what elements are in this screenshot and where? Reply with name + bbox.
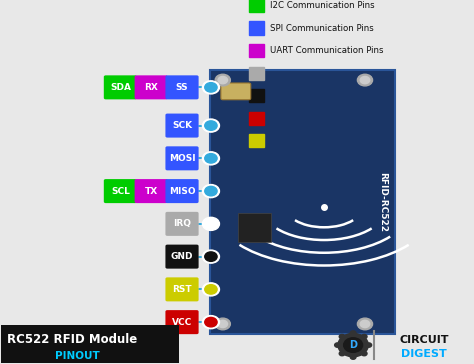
FancyBboxPatch shape [135, 75, 168, 99]
Text: MOSI: MOSI [169, 154, 195, 163]
Circle shape [339, 351, 345, 356]
Circle shape [205, 154, 217, 163]
FancyBboxPatch shape [249, 21, 264, 35]
Text: VCC: VCC [270, 114, 288, 123]
Circle shape [202, 81, 219, 94]
FancyBboxPatch shape [210, 70, 395, 334]
Text: RST: RST [172, 285, 192, 294]
Text: SDA: SDA [110, 83, 131, 92]
Text: GND: GND [171, 252, 193, 261]
Text: Reset pin: Reset pin [270, 136, 310, 145]
Circle shape [335, 343, 340, 347]
Circle shape [357, 74, 373, 86]
FancyBboxPatch shape [249, 134, 264, 147]
FancyBboxPatch shape [238, 213, 271, 242]
FancyBboxPatch shape [249, 89, 264, 102]
Text: GND: GND [270, 91, 290, 100]
FancyBboxPatch shape [104, 75, 137, 99]
Circle shape [360, 320, 370, 328]
Circle shape [357, 318, 373, 330]
Text: SCK: SCK [172, 121, 192, 130]
FancyBboxPatch shape [165, 277, 199, 301]
FancyBboxPatch shape [221, 83, 251, 100]
Text: D: D [349, 340, 357, 350]
FancyBboxPatch shape [249, 44, 264, 57]
Circle shape [205, 252, 217, 261]
FancyBboxPatch shape [165, 179, 199, 203]
Circle shape [202, 217, 219, 230]
Circle shape [202, 152, 219, 165]
Circle shape [205, 285, 217, 294]
Circle shape [202, 316, 219, 329]
Text: SPI Communication Pins: SPI Communication Pins [270, 24, 374, 32]
FancyBboxPatch shape [135, 179, 168, 203]
FancyBboxPatch shape [165, 75, 199, 99]
FancyBboxPatch shape [165, 212, 199, 236]
Circle shape [339, 335, 345, 339]
Text: DIGEST: DIGEST [401, 349, 447, 359]
FancyBboxPatch shape [1, 325, 179, 363]
Circle shape [360, 76, 370, 84]
Text: IRQ: IRQ [173, 219, 191, 228]
Circle shape [205, 317, 217, 327]
FancyBboxPatch shape [104, 179, 137, 203]
FancyBboxPatch shape [249, 112, 264, 125]
FancyBboxPatch shape [165, 245, 199, 269]
Circle shape [350, 331, 356, 335]
Circle shape [205, 186, 217, 196]
FancyBboxPatch shape [165, 146, 199, 170]
Circle shape [218, 76, 228, 84]
Text: I2C Communication Pins: I2C Communication Pins [270, 1, 374, 10]
Text: RC522 RFID Module: RC522 RFID Module [7, 333, 137, 346]
Circle shape [218, 320, 228, 328]
Circle shape [205, 83, 217, 92]
Text: SCL: SCL [111, 187, 130, 195]
FancyBboxPatch shape [165, 310, 199, 334]
Circle shape [205, 219, 217, 229]
Circle shape [202, 185, 219, 198]
Circle shape [366, 343, 372, 347]
Circle shape [202, 283, 219, 296]
Text: RFID-RC522: RFID-RC522 [379, 172, 387, 232]
Circle shape [361, 351, 367, 356]
Circle shape [344, 338, 363, 352]
Text: CIRCUIT: CIRCUIT [400, 335, 449, 345]
Circle shape [338, 333, 368, 357]
FancyBboxPatch shape [165, 114, 199, 138]
Text: PINOUT: PINOUT [55, 351, 99, 361]
Circle shape [350, 355, 356, 359]
Text: Interrupt Pin: Interrupt Pin [270, 69, 323, 78]
Text: TX: TX [145, 187, 158, 195]
Text: VCC: VCC [172, 318, 192, 327]
Text: SS: SS [176, 83, 188, 92]
Text: RX: RX [144, 83, 158, 92]
Circle shape [361, 335, 367, 339]
FancyBboxPatch shape [249, 67, 264, 80]
Circle shape [215, 74, 230, 86]
Text: MISO: MISO [169, 187, 195, 195]
Circle shape [202, 250, 219, 263]
FancyBboxPatch shape [249, 0, 264, 12]
Circle shape [215, 318, 230, 330]
Text: UART Communication Pins: UART Communication Pins [270, 46, 383, 55]
Circle shape [202, 119, 219, 132]
Circle shape [205, 121, 217, 130]
